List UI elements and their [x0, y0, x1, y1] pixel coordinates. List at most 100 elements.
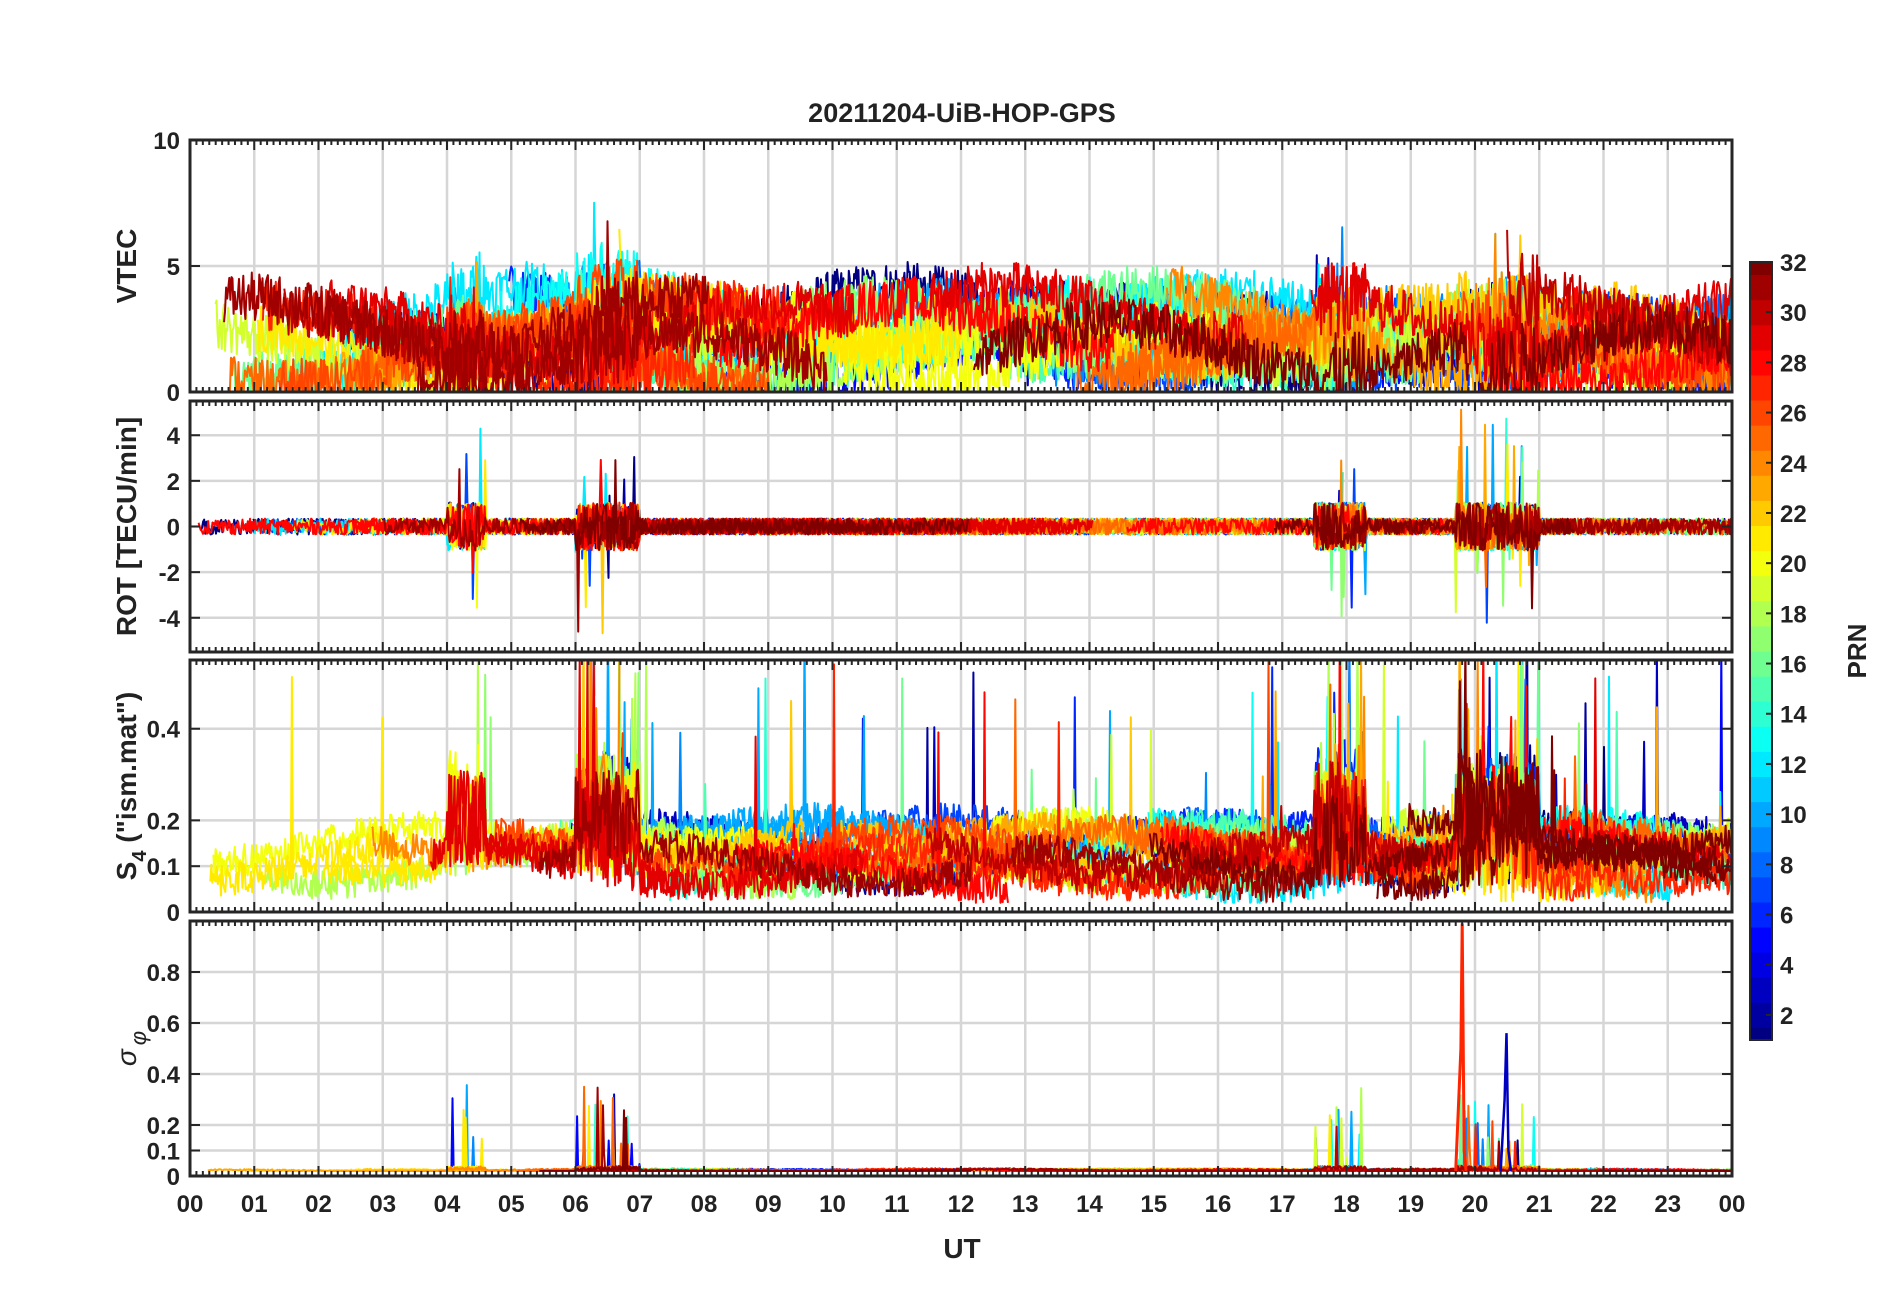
colorbar-tick-label: 16: [1780, 652, 1807, 679]
colorbar-step: [1750, 400, 1772, 426]
x-tick-label: 21: [1526, 1191, 1553, 1218]
series-prn-31: [223, 220, 710, 387]
x-tick-label: 10: [819, 1191, 846, 1218]
series-prn-32: [1479, 303, 1732, 392]
colorbar-step: [1750, 826, 1772, 853]
colorbar-tick-label: 8: [1780, 852, 1793, 879]
colorbar-tick-label: 24: [1780, 451, 1807, 478]
colorbar-step: [1750, 575, 1772, 602]
series-prn-3-spike: [1499, 1033, 1513, 1172]
x-tick-label: 04: [434, 1191, 461, 1218]
colorbar-step: [1750, 262, 1772, 276]
y-tick-label: 0.8: [147, 960, 180, 987]
colorbar-label: PRN: [1842, 624, 1872, 679]
y-tick-label: 0.6: [147, 1011, 180, 1038]
x-tick-label: 12: [948, 1191, 975, 1218]
x-tick-label: 14: [1076, 1191, 1103, 1218]
colorbar-step: [1750, 324, 1772, 351]
series-prn-32: [972, 298, 1470, 392]
colorbar-step: [1750, 776, 1772, 803]
y-tick-label: 0: [167, 1164, 180, 1191]
x-ticks: [189, 921, 1733, 1176]
x-tick-label: 03: [369, 1191, 396, 1218]
colorbar-step: [1750, 425, 1772, 451]
colorbar-tick-label: 26: [1780, 401, 1807, 428]
colorbar-step: [1750, 651, 1772, 677]
x-axis-label: UT: [943, 1233, 980, 1264]
grid: [190, 921, 1732, 1178]
colorbar-step: [1750, 927, 1772, 953]
colorbar-tick-label: 28: [1780, 350, 1807, 377]
x-tick-label: 23: [1654, 1191, 1681, 1218]
colorbar-step: [1750, 676, 1772, 702]
colorbar-step: [1750, 500, 1772, 527]
y-tick-label: 0: [167, 515, 180, 542]
chart-title: 20211204-UiB-HOP-GPS: [808, 98, 1116, 128]
x-tick-label: 02: [305, 1191, 332, 1218]
series-prn-29: [429, 660, 864, 901]
x-tick-label: 22: [1590, 1191, 1617, 1218]
series-prn-31: [1318, 502, 1597, 552]
colorbar-step: [1750, 349, 1772, 376]
x-tick-label: 00: [177, 1191, 204, 1218]
x-tick-label: 06: [562, 1191, 589, 1218]
y-tick-label: 0: [167, 380, 180, 407]
y-axis-label: VTEC: [111, 229, 142, 304]
y-axis-label: S4 ("ism.mat"): [111, 692, 151, 881]
y-tick-label: 10: [153, 128, 180, 155]
series-prn-32: [1273, 502, 1575, 610]
y-tick-label: 0.1: [147, 854, 180, 881]
panel-rot: -4 -2 0 2 4 ROT [TECU/min]: [111, 399, 1734, 654]
x-tick-label: 07: [626, 1191, 653, 1218]
colorbar-step: [1750, 299, 1772, 326]
series-prn-31: [416, 297, 828, 392]
y-tick-label: -2: [159, 560, 180, 587]
x-tick-label: 17: [1269, 1191, 1296, 1218]
y-tick-label: 0.1: [147, 1139, 180, 1166]
x-tick-label: 20: [1462, 1191, 1489, 1218]
colorbar-step: [1750, 1027, 1772, 1041]
colorbar-step: [1750, 952, 1772, 978]
y-tick-label: 5: [167, 254, 180, 281]
colorbar-tick-label: 30: [1780, 300, 1807, 327]
series-prn-31: [1530, 509, 1732, 551]
x-tick-label: 01: [241, 1191, 268, 1218]
colorbar-tick-label: 18: [1780, 601, 1807, 628]
y-tick-label: 0.4: [147, 717, 181, 744]
series-prn-29: [455, 660, 687, 900]
x-ticks: [189, 140, 1733, 392]
colorbar-step: [1750, 726, 1772, 752]
colorbar-step: [1750, 525, 1772, 552]
y-tick-label: -4: [159, 606, 181, 633]
colorbar-step: [1750, 450, 1772, 476]
x-tick-label: 15: [1140, 1191, 1167, 1218]
y-tick-label: 4: [167, 423, 181, 450]
x-tick-label: 09: [755, 1191, 782, 1218]
x-tick-label: 18: [1333, 1191, 1360, 1218]
colorbar-tick-label: 14: [1780, 702, 1807, 729]
series-prn-32: [1375, 680, 1732, 902]
series-group: [207, 1084, 1732, 1172]
series-prn-27: [721, 663, 1062, 897]
series-prn-30: [1506, 229, 1732, 368]
colorbar-tick-label: 20: [1780, 551, 1807, 578]
series-prn-32: [539, 1109, 972, 1172]
colorbar-step: [1750, 977, 1772, 1003]
colorbar-step: [1750, 374, 1772, 401]
colorbar-tick-label: 2: [1780, 1003, 1793, 1030]
x-tick-label: 11: [884, 1191, 909, 1218]
y-axis-label: σφ: [111, 1031, 151, 1066]
series-group: [197, 408, 1732, 635]
series-prn-28: [736, 691, 1009, 904]
colorbar-step: [1750, 751, 1772, 777]
colorbar-step: [1750, 801, 1772, 828]
colorbar-step: [1750, 600, 1772, 627]
x-tick-label: 08: [691, 1191, 718, 1218]
panel-s4: 0 0.1 0.2 0.4S4 ("ism.mat"): [111, 658, 1734, 927]
x-ticks: [189, 401, 1733, 652]
series-prn-32: [1599, 1169, 1732, 1172]
colorbar-tick-label: 22: [1780, 501, 1807, 528]
x-tick-label: 13: [1012, 1191, 1039, 1218]
